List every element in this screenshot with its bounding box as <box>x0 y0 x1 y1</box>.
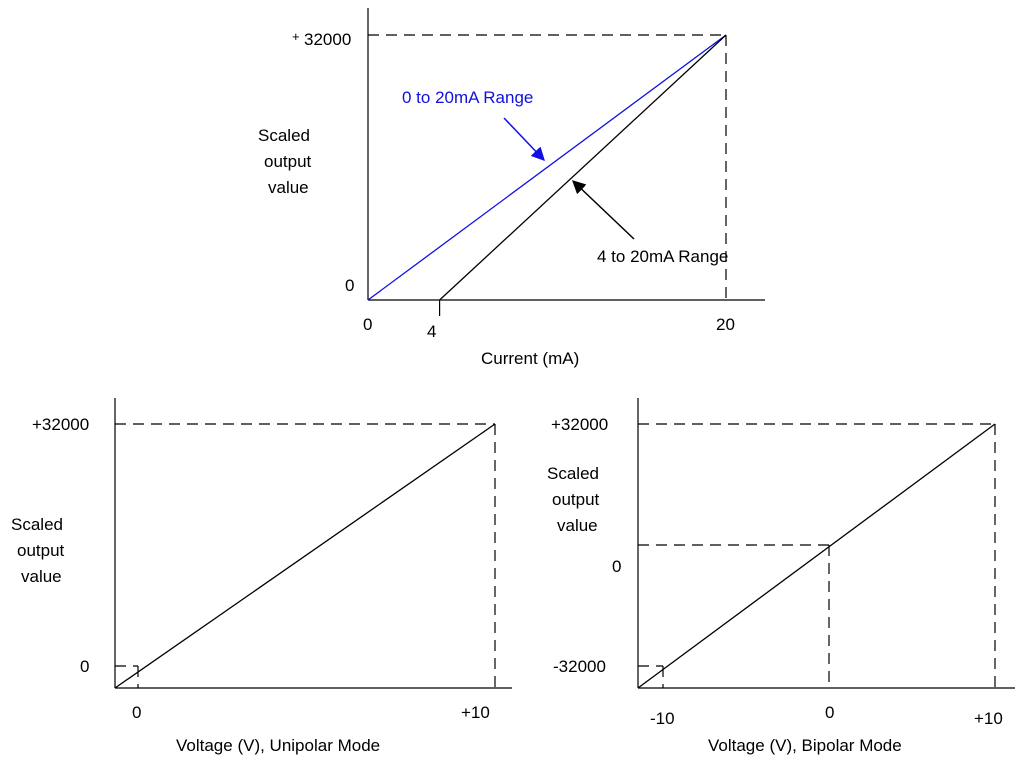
chart-current: + 32000 0 0 4 20 Current (mA) Scaled out… <box>258 8 765 368</box>
chart-bipolar: +32000 0 -32000 -10 0 +10 Voltage (V), B… <box>547 398 1015 755</box>
x-axis-label: Current (mA) <box>481 349 579 368</box>
y-axis-label-line-2: output <box>264 152 312 171</box>
x-tick-0: 0 <box>825 703 834 722</box>
x-tick-0: 0 <box>132 703 141 722</box>
y-axis-label-line-2: output <box>552 490 600 509</box>
series-bipolar-line <box>637 423 996 689</box>
y-tick-plus-sign: + <box>292 29 300 44</box>
arrow-4-to-20ma <box>572 180 635 240</box>
y-tick-32000: +32000 <box>32 415 89 434</box>
x-axis-label: Voltage (V), Bipolar Mode <box>708 736 902 755</box>
y-tick-32000: 32000 <box>304 30 351 49</box>
x-tick-plus-10: +10 <box>461 703 490 722</box>
x-tick-4: 4 <box>427 322 436 341</box>
x-tick-plus-10: +10 <box>974 709 1003 728</box>
x-tick-20: 20 <box>716 315 735 334</box>
series-unipolar-line <box>114 423 496 689</box>
y-tick-0: 0 <box>612 557 621 576</box>
y-axis-label-line-3: value <box>557 516 598 535</box>
y-axis-label-line-3: value <box>21 567 62 586</box>
y-tick-32000: +32000 <box>551 415 608 434</box>
y-tick-0: 0 <box>80 657 89 676</box>
y-axis-label-line-2: output <box>17 541 65 560</box>
series-0-to-20ma-line <box>367 34 727 301</box>
y-axis-label-line-1: Scaled <box>11 515 63 534</box>
y-tick-minus-32000: -32000 <box>553 657 606 676</box>
x-axis-label: Voltage (V), Unipolar Mode <box>176 736 380 755</box>
y-axis-label-line-1: Scaled <box>258 126 310 145</box>
series-4-to-20ma-line <box>439 34 727 301</box>
x-tick-0: 0 <box>363 315 372 334</box>
y-axis-label-line-1: Scaled <box>547 464 599 483</box>
y-tick-0: 0 <box>345 276 354 295</box>
x-tick-minus-10: -10 <box>650 709 675 728</box>
y-axis-label-line-3: value <box>268 178 309 197</box>
arrow-0-to-20ma <box>503 117 545 161</box>
chart-unipolar: +32000 0 0 +10 Voltage (V), Unipolar Mod… <box>11 398 512 755</box>
legend-4-to-20ma: 4 to 20mA Range <box>597 247 728 266</box>
legend-0-to-20ma: 0 to 20mA Range <box>402 88 533 107</box>
